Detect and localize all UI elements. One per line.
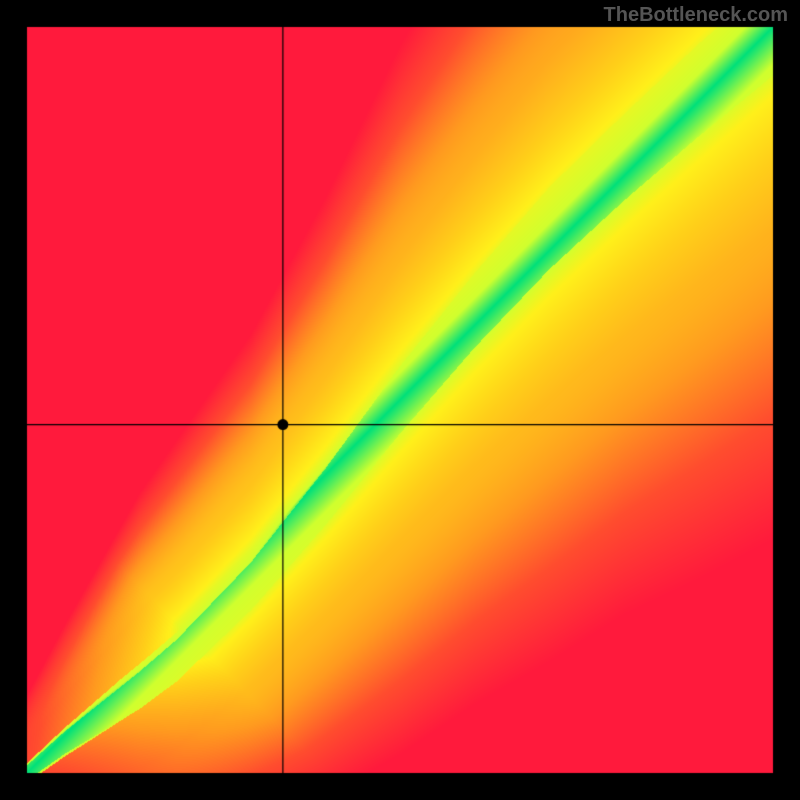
watermark-text: TheBottleneck.com (604, 4, 788, 27)
heatmap-canvas (0, 0, 800, 800)
